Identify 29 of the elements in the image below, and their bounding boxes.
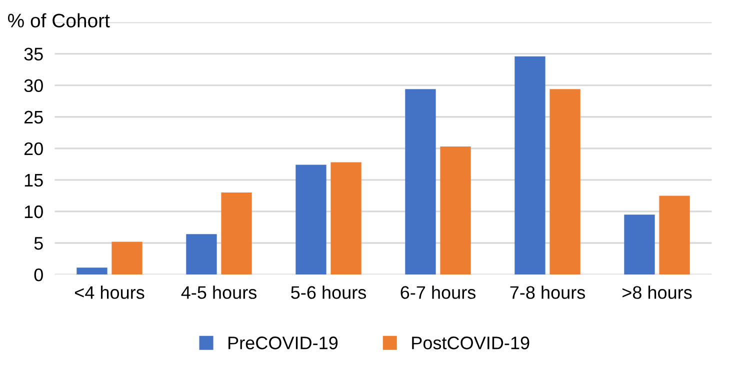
bar — [550, 89, 580, 275]
bar — [440, 146, 471, 275]
bar — [514, 56, 546, 275]
y-tick-label: 30 — [24, 79, 43, 92]
bar — [221, 192, 252, 275]
bar — [330, 162, 362, 275]
y-tick-label: 35 — [24, 48, 43, 61]
y-tick-label: 15 — [24, 174, 43, 187]
bar — [76, 268, 108, 275]
bar — [405, 89, 436, 275]
x-tick-label: 4-5 hours — [181, 286, 256, 299]
y-tick-label: 10 — [24, 205, 43, 218]
bar — [186, 234, 217, 275]
x-tick-label: 5-6 hours — [291, 286, 366, 299]
y-tick-label: 20 — [24, 142, 43, 156]
x-tick-label: 7-8 hours — [510, 286, 585, 299]
y-axis-title: % of Cohort — [8, 13, 110, 28]
legend-label: PostCOVID-19 — [412, 336, 530, 350]
bar — [624, 214, 655, 275]
x-tick-label: >8 hours — [622, 286, 692, 299]
y-tick-label: 25 — [24, 110, 43, 124]
bar — [112, 242, 142, 275]
bar — [296, 164, 326, 275]
y-tick-label: 0 — [34, 268, 43, 282]
bar — [659, 196, 690, 275]
legend-label: PreCOVID-19 — [228, 336, 338, 350]
x-tick-label: 6-7 hours — [400, 286, 476, 299]
y-tick-label: 5 — [34, 237, 43, 250]
x-tick-label: <4 hours — [75, 286, 144, 299]
